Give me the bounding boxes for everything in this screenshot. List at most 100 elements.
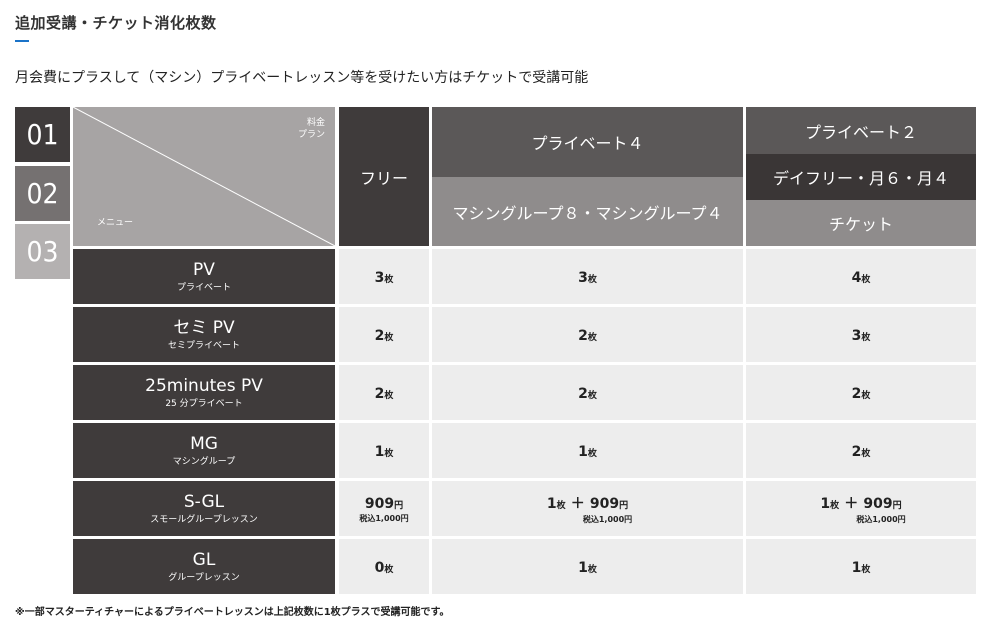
table-cell: 3枚	[432, 249, 743, 304]
table-cell: 2枚	[339, 365, 429, 420]
row-name: セミ PV	[173, 317, 235, 338]
column-header-private2: プライベート２	[746, 107, 976, 154]
table-cell: 1枚	[339, 423, 429, 478]
row-subname: グループレッスン	[168, 572, 240, 583]
step-number-02: 02	[15, 166, 70, 221]
table-cell: 4枚	[746, 249, 976, 304]
cell-unit: 枚	[384, 565, 394, 575]
cell-value: 3	[374, 270, 385, 286]
cell-plus: ＋	[844, 495, 859, 512]
cell-value: 1	[374, 444, 385, 460]
table-cell: 2枚	[432, 365, 743, 420]
cell-value: 909	[364, 496, 395, 512]
column-header-private4: プライベート４	[432, 107, 743, 177]
cell-value: 2	[851, 444, 862, 460]
table-cell: 3枚	[339, 249, 429, 304]
cell-unit: 枚	[587, 333, 597, 343]
cell-value: 1	[578, 560, 588, 576]
cell-unit: 枚	[861, 391, 871, 401]
cell-unit: 円	[394, 501, 404, 511]
row-header-s-gl: S-GL スモールグループレッスン	[73, 481, 335, 536]
cell-value: 1	[546, 495, 557, 512]
table-corner-cell: 料金 プラン メニュー	[73, 107, 335, 246]
table-cell: 1枚	[432, 423, 743, 478]
cell-value: 1	[851, 560, 862, 576]
cell-unit: 枚	[587, 275, 597, 285]
cell-unit: 枚	[587, 565, 597, 575]
row-header-mg: MG マシングループ	[73, 423, 335, 478]
cell-value: 2	[851, 386, 862, 402]
row-subname: マシングループ	[172, 456, 236, 467]
table-cell: 3枚	[746, 307, 976, 362]
table-cell: 2枚	[432, 307, 743, 362]
cell-value: 2	[374, 386, 385, 402]
cell-yen-unit: 円	[892, 500, 902, 511]
cell-unit: 枚	[861, 275, 871, 285]
cell-value: 3	[851, 328, 862, 344]
row-name: S-GL	[183, 491, 225, 512]
cell-tax-note: 税込1,000円	[582, 514, 633, 524]
title-accent-line	[15, 40, 29, 42]
cell-unit: 枚	[830, 500, 840, 511]
cell-unit: 枚	[861, 565, 871, 575]
cell-value: 1	[820, 495, 831, 512]
cell-unit: 枚	[556, 500, 566, 511]
cell-unit: 枚	[384, 275, 394, 285]
cell-value: 4	[851, 270, 862, 286]
table-cell: 1枚 ＋ 909円 税込1,000円	[746, 481, 976, 536]
table-cell: 1枚	[432, 539, 743, 594]
cell-unit: 枚	[587, 391, 597, 401]
cell-value: 2	[374, 328, 385, 344]
cell-value: 3	[578, 270, 588, 286]
cell-yen-unit: 円	[619, 500, 629, 511]
row-name: 25minutes PV	[145, 375, 263, 396]
table-cell: 2枚	[746, 423, 976, 478]
cell-unit: 枚	[861, 449, 871, 459]
cell-tax-note: 税込1,000円	[359, 514, 409, 523]
corner-plan-line-1: 料金	[306, 118, 325, 128]
row-header-gl: GL グループレッスン	[73, 539, 335, 594]
corner-plan-label: 料金 プラン	[298, 117, 325, 141]
row-name: MG	[190, 433, 218, 454]
table-cell: 0枚	[339, 539, 429, 594]
cell-unit: 枚	[587, 449, 597, 459]
footnote: ※一部マスターティチャーによるプライベートレッスンは上記枚数に1枚プラスで受講可…	[15, 607, 450, 618]
cell-value: 2	[578, 386, 588, 402]
row-name: PV	[193, 259, 215, 280]
step-number-01: 01	[15, 107, 70, 162]
cell-yen-value: 909	[589, 495, 620, 512]
cell-tax-note: 税込1,000円	[856, 514, 906, 524]
intro-text: 月会費にプラスして（マシン）プライベートレッスン等を受けたい方はチケットで受講可…	[15, 70, 589, 86]
step-number-03: 03	[15, 224, 70, 279]
table-cell: 2枚	[339, 307, 429, 362]
table-cell: 909円 税込1,000円	[339, 481, 429, 536]
cell-value: 1	[578, 444, 588, 460]
row-header-pv: PV プライベート	[73, 249, 335, 304]
corner-menu-label: メニュー	[97, 218, 134, 228]
table-cell: 1枚 ＋ 909円 税込1,000円	[432, 481, 743, 536]
cell-value: 2	[578, 328, 588, 344]
column-header-dayfree: デイフリー・月６・月４	[746, 154, 976, 200]
row-subname: プライベート	[176, 282, 231, 293]
row-header-semi-pv: セミ PV セミプライベート	[73, 307, 335, 362]
page-title: 追加受講・チケット消化枚数	[15, 14, 217, 32]
corner-plan-line-2: プラン	[297, 130, 325, 140]
cell-plus: ＋	[570, 495, 585, 512]
column-header-ticket: チケット	[746, 200, 976, 246]
cell-unit: 枚	[384, 449, 394, 459]
table-cell: 1枚	[746, 539, 976, 594]
column-header-machine-group: マシングループ８・マシングループ４	[432, 177, 743, 246]
row-name: GL	[192, 549, 216, 570]
cell-unit: 枚	[384, 391, 394, 401]
cell-yen-value: 909	[863, 495, 893, 512]
cell-value: 0	[374, 560, 385, 576]
row-subname: スモールグループレッスン	[150, 514, 258, 525]
corner-diagonal-line	[73, 107, 335, 246]
row-subname: セミプライベート	[167, 340, 240, 351]
column-header-free: フリー	[339, 107, 429, 246]
cell-unit: 枚	[384, 333, 394, 343]
cell-unit: 枚	[861, 333, 871, 343]
row-subname: 25 分プライベート	[165, 398, 243, 409]
row-header-25min-pv: 25minutes PV 25 分プライベート	[73, 365, 335, 420]
table-cell: 2枚	[746, 365, 976, 420]
